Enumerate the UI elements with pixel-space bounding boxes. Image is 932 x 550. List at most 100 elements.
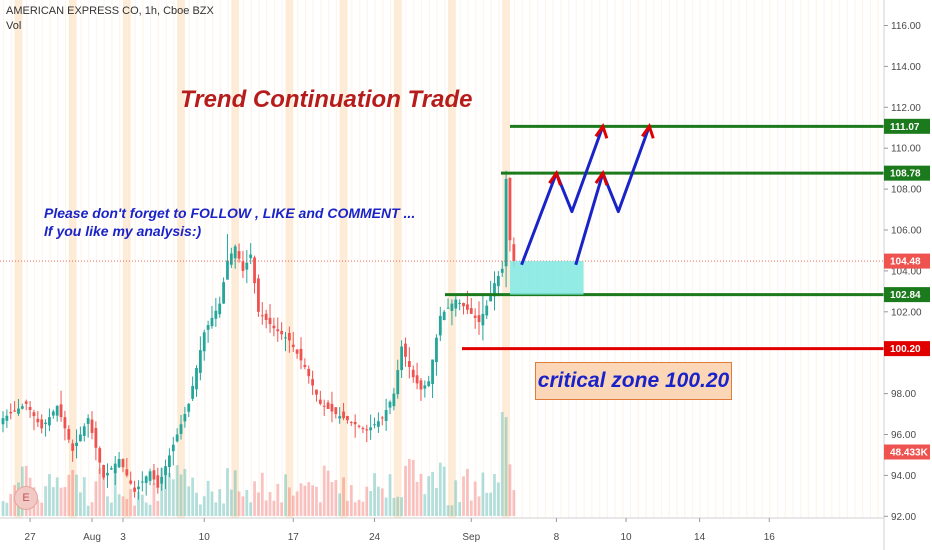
volume-bar [419,473,423,516]
last-price-tag-bg [884,253,930,269]
volume-bar [179,474,183,516]
candle-body [125,469,129,476]
candle-body [202,332,206,352]
price-tick-label: 92.00 [891,512,916,523]
candle-body [450,303,454,311]
session-stripe [405,0,407,518]
candle-body [508,177,512,241]
volume-bar [44,486,47,516]
volume-bar [94,481,98,516]
volume-bar [454,480,458,516]
annotation-note[interactable]: Please don't forget to FOLLOW , LIKE and… [44,204,415,240]
session-stripe [157,0,159,518]
volume-bar [160,467,164,516]
candle-body [438,315,442,336]
candle-body [473,315,477,318]
volume-bar [164,468,167,516]
session-stripe [281,0,283,518]
volume-bar [137,491,140,516]
session-stripe [475,0,477,518]
session-stripe [343,0,345,518]
volume-bar [226,468,229,516]
volume-bar [508,464,512,516]
volume-bar [504,417,508,516]
session-stripe [111,0,113,518]
session-stripe [568,0,570,518]
volume-bar [400,497,404,516]
candle-body [113,463,117,474]
volume-bar [469,500,473,516]
critical-zone-label[interactable]: critical zone 100.20 [535,362,732,400]
candle-body [435,337,438,363]
candle-body [349,421,353,423]
session-stripe [490,0,492,518]
candle-body [28,407,32,410]
symbol-title: AMERICAN EXPRESS CO, 1h, Cboe BZX [6,5,214,17]
volume-bar [357,499,361,516]
volume-bar [260,472,264,516]
volume-bar [342,477,345,516]
session-stripe [451,0,454,518]
candle-body [106,472,109,476]
candle-body [307,368,311,377]
price-tick-label: 98.00 [891,389,916,400]
candle-body [63,417,67,429]
candle-body [454,299,458,309]
session-stripe [41,0,43,518]
volume-bar [98,468,102,516]
candle-body [276,329,280,332]
session-stripe [266,0,268,518]
session-stripe [529,0,531,518]
volume-bar [481,472,485,516]
candle-body [55,405,59,416]
volume-bar [218,489,222,516]
candle-body [442,311,446,321]
volume-bars [1,411,516,516]
level-tag-bg [884,287,930,303]
volume-bar [415,481,419,516]
candle-body [222,282,225,304]
session-stripe [196,0,198,518]
annotation-title[interactable]: Trend Continuation Trade [180,86,473,113]
candle-body [369,427,373,431]
volume-bar [407,458,411,516]
session-stripe [289,0,291,518]
volume-bar [144,502,148,516]
candle-body [400,346,404,371]
candle-body [384,409,388,421]
candle-body [326,402,330,409]
session-stripe [26,0,28,518]
candle-body [20,406,24,409]
volume-bar [380,488,384,516]
candle-body [109,468,113,470]
price-tick-label: 96.00 [891,430,916,441]
candle-body [264,313,268,320]
candle-body [5,415,9,421]
price-tick-label: 112.00 [891,103,921,114]
price-tick-label: 102.00 [891,307,922,318]
volume-bar [485,492,489,516]
candle-body [187,403,191,412]
session-stripe [459,0,461,518]
candle-body [280,330,284,335]
candle-body [226,260,229,280]
candle-body [206,325,210,330]
time-tick-label: 27 [25,532,37,543]
candle-body [51,411,55,416]
time-tick-label: 24 [369,532,381,543]
session-stripe [359,0,361,518]
session-stripe [64,0,67,518]
volume-bar [51,487,55,516]
volume-bar [102,476,106,516]
candle-body [411,369,415,378]
price-tick-label: 94.00 [891,471,916,482]
session-stripe [351,0,353,518]
earnings-badge[interactable]: E [14,486,38,510]
volume-bar [264,500,268,516]
session-stripe [3,0,5,518]
session-stripe [722,0,725,518]
session-stripe [173,0,175,518]
volume-bar [493,474,496,516]
volume-bar [222,503,225,516]
